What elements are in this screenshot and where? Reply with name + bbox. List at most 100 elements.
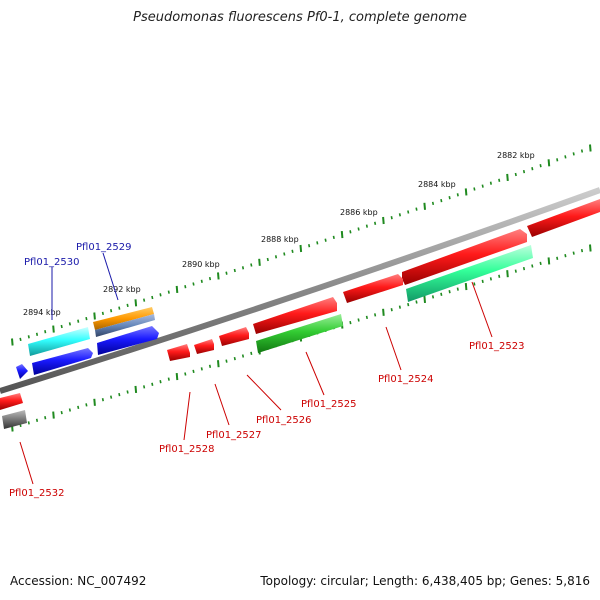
outer-tick [85, 316, 88, 321]
outer-tick [374, 221, 377, 225]
outer-tick [308, 244, 311, 248]
inner-tick [184, 372, 187, 376]
inner-tick [481, 279, 484, 284]
gene-pfl01-2530-b[interactable] [32, 348, 93, 375]
inner-tick [390, 308, 393, 312]
outer-tick [35, 332, 39, 336]
outer-tick [382, 216, 385, 225]
inner-tick [415, 300, 418, 304]
gene-pfl01-2523-upper[interactable] [527, 199, 600, 237]
inner-tick [27, 421, 30, 425]
gene-small-blue[interactable] [16, 364, 28, 379]
inner-tick [35, 418, 39, 422]
outer-tick [481, 184, 484, 188]
outer-tick [175, 285, 179, 293]
inner-tick [250, 351, 253, 356]
outer-tick [110, 309, 113, 313]
outer-tick [489, 181, 492, 185]
outer-tick [11, 338, 14, 346]
inner-tick [167, 377, 170, 381]
outer-tick [589, 144, 592, 152]
outer-tick [134, 299, 138, 307]
outer-tick [52, 325, 55, 333]
outer-tick [151, 295, 154, 300]
leader-pfl01-2525 [305, 351, 325, 396]
outer-tick [539, 164, 542, 168]
gene-pfl01-2529-c[interactable] [97, 326, 159, 355]
outer-tick [349, 230, 352, 234]
outer-tick [531, 167, 534, 171]
tick-label-2884: 2884 kbp [418, 180, 456, 189]
gene-pfl01-2528[interactable] [167, 344, 190, 361]
gene-label-pfl01-2523[interactable]: Pfl01_2523 [469, 341, 525, 352]
gene-pfl01-2530-a[interactable] [28, 327, 90, 356]
leader-pfl01-2526 [246, 374, 282, 411]
gene-pfl01-2529-a[interactable] [93, 307, 154, 330]
outer-tick [167, 290, 170, 294]
gene-label-pfl01-2532[interactable]: Pfl01_2532 [9, 488, 65, 499]
outer-tick [332, 235, 335, 240]
inner-tick [531, 264, 534, 268]
inner-tick [431, 295, 435, 299]
inner-tick [233, 356, 236, 361]
inner-tick [547, 257, 551, 265]
gene-label-pfl01-2530[interactable]: Pfl01_2530 [24, 257, 80, 268]
outer-tick [522, 169, 526, 174]
inner-tick [77, 405, 80, 410]
leader-pfl01-2528 [183, 391, 191, 441]
inner-tick [539, 261, 542, 266]
inner-tick [382, 308, 385, 316]
inner-tick [110, 395, 113, 399]
gene-pfl01-2527[interactable] [194, 339, 214, 354]
gene-pfl01-2529-b[interactable] [95, 314, 155, 337]
outer-tick [564, 155, 567, 159]
outer-tick [283, 252, 286, 256]
gene-label-pfl01-2527[interactable]: Pfl01_2527 [206, 430, 262, 441]
gene-pfl01-2523-block[interactable] [402, 229, 527, 285]
outer-tick [473, 187, 476, 191]
outer-tick [19, 337, 22, 342]
inner-tick [118, 392, 121, 397]
outer-tick [184, 285, 187, 289]
tick-label-2888: 2888 kbp [261, 235, 299, 244]
inner-tick [134, 385, 138, 393]
forward-strand-genes [16, 199, 600, 379]
leader-pfl01-2532 [19, 441, 34, 485]
leader-pfl01-2524 [385, 326, 402, 371]
inner-tick [208, 364, 212, 368]
inner-tick [192, 369, 195, 374]
gene-pfl01-2523[interactable] [406, 245, 533, 302]
outer-tick [77, 319, 80, 323]
gene-pfl01-2526[interactable] [219, 327, 249, 346]
leader-pfl01-2529 [102, 252, 119, 301]
gene-label-pfl01-2524[interactable]: Pfl01_2524 [378, 374, 434, 385]
gene-pfl01-2525[interactable] [253, 297, 337, 334]
gene-pfl01-2532[interactable] [2, 410, 27, 429]
gene-label-pfl01-2529[interactable]: Pfl01_2529 [76, 242, 132, 253]
outer-tick [225, 271, 228, 275]
outer-tick [233, 268, 236, 273]
tick-label-2886: 2886 kbp [340, 208, 378, 217]
gene-pfl01-2532-red[interactable] [0, 393, 23, 410]
inner-tick [564, 254, 567, 258]
inner-tick [85, 403, 88, 407]
genome-backbone [0, 187, 600, 394]
gene-pfl01-2525-green[interactable] [256, 314, 343, 353]
gene-pfl01-2524[interactable] [343, 274, 403, 303]
gene-label-pfl01-2525[interactable]: Pfl01_2525 [301, 399, 357, 410]
inner-tick [464, 283, 468, 291]
inner-tick [60, 410, 63, 415]
inner-tick [580, 248, 584, 253]
outer-tick [498, 178, 501, 182]
inner-tick [151, 382, 154, 386]
outer-tick [200, 279, 203, 283]
gene-label-pfl01-2526[interactable]: Pfl01_2526 [256, 415, 312, 426]
leader-pfl01-2523 [471, 281, 493, 338]
outer-tick [126, 303, 129, 308]
outer-tick [291, 249, 294, 253]
gene-label-pfl01-2528[interactable]: Pfl01_2528 [159, 444, 215, 455]
inner-tick [514, 269, 517, 273]
outer-tick-track [11, 144, 592, 346]
outer-tick [60, 324, 63, 329]
